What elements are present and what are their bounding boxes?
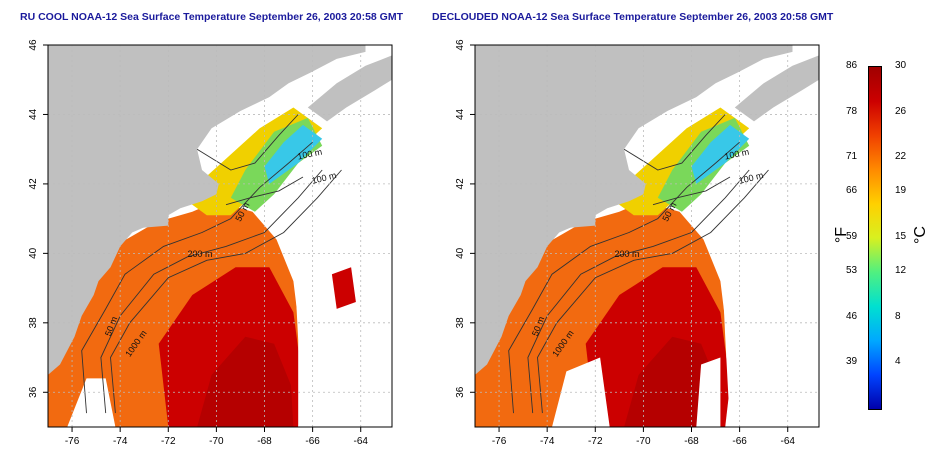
cloud-mask-east — [696, 357, 721, 427]
longitude-tick-label: -70 — [209, 436, 224, 447]
fahrenheit-tick-label: 71 — [846, 151, 858, 163]
left-panel-title: RU COOL NOAA-12 Sea Surface Temperature … — [20, 11, 404, 23]
depth-contour-line — [225, 176, 304, 206]
longitude-tick-label: -72 — [588, 436, 603, 447]
latitude-tick-label: 44 — [28, 108, 39, 120]
nova-scotia — [307, 55, 392, 122]
map-frame — [474, 44, 820, 428]
sst-cool-water — [691, 124, 750, 184]
latitude-tick-label: 38 — [28, 317, 39, 329]
colorbar-gradient — [868, 66, 882, 410]
latitude-tick-label: 42 — [455, 178, 466, 190]
longitude-tick-label: -68 — [684, 436, 699, 447]
right-panel-title: DECLOUDED NOAA-12 Sea Surface Temperatur… — [432, 11, 834, 23]
fahrenheit-tick-label: 86 — [846, 60, 858, 71]
latitude-tick-label: 44 — [455, 108, 466, 120]
fahrenheit-unit-label: °F — [833, 226, 851, 244]
sst-offshore-patch — [331, 267, 356, 309]
longitude-tick-label: -76 — [492, 436, 507, 447]
depth-contour-line — [623, 114, 726, 171]
longitude-tick-label: -64 — [354, 436, 369, 447]
long-island — [549, 215, 596, 230]
latitude-tick-label: 38 — [455, 317, 466, 329]
cloud-mask-offshore — [720, 218, 819, 427]
celsius-tick-label: 22 — [895, 151, 907, 163]
depth-contour-line — [110, 169, 342, 414]
sst-cool-water — [264, 124, 323, 184]
celsius-unit-label: °C — [911, 226, 929, 244]
celsius-tick-label: 4 — [895, 356, 901, 368]
fahrenheit-tick-label: 66 — [846, 185, 858, 197]
depth-contour-line — [196, 114, 299, 171]
depth-contour-line — [100, 169, 323, 414]
celsius-tick-label: 12 — [895, 265, 907, 277]
fahrenheit-tick-label: 78 — [846, 105, 858, 117]
long-island — [122, 215, 169, 230]
depth-contour-label: 200 m — [188, 249, 213, 259]
longitude-tick-label: -76 — [65, 436, 80, 447]
depth-contour-label: 200 m — [615, 249, 640, 259]
north-american-landmass — [48, 45, 366, 375]
longitude-tick-label: -74 — [113, 436, 128, 447]
celsius-tick-label: 26 — [895, 105, 907, 117]
latitude-tick-label: 46 — [28, 39, 39, 51]
depth-contour-line — [652, 176, 731, 206]
latitude-tick-label: 36 — [455, 386, 466, 398]
depth-contour-line — [527, 169, 750, 414]
celsius-tick-label: 30 — [895, 60, 907, 71]
longitude-tick-label: -66 — [305, 436, 320, 447]
latitude-tick-label: 46 — [455, 39, 466, 51]
latitude-tick-label: 40 — [28, 247, 39, 259]
depth-contour-line — [508, 141, 740, 414]
celsius-tick-label: 8 — [895, 310, 901, 322]
fahrenheit-tick-label: 39 — [846, 356, 858, 368]
latitude-tick-label: 36 — [28, 386, 39, 398]
longitude-tick-label: -74 — [540, 436, 555, 447]
longitude-tick-label: -70 — [636, 436, 651, 447]
latitude-tick-label: 42 — [28, 178, 39, 190]
celsius-tick-label: 19 — [895, 185, 907, 197]
sst-gulf-stream-core — [624, 336, 721, 427]
depth-contour-line — [81, 141, 313, 414]
longitude-tick-label: -68 — [257, 436, 272, 447]
north-american-landmass — [475, 45, 793, 375]
map-frame — [47, 44, 393, 428]
latitude-tick-label: 40 — [455, 247, 466, 259]
longitude-tick-label: -72 — [161, 436, 176, 447]
cloud-mask-offshore — [293, 232, 392, 427]
depth-contour-line — [537, 169, 769, 414]
longitude-tick-label: -66 — [732, 436, 747, 447]
sst-gulf-stream-core — [197, 336, 294, 427]
nova-scotia — [734, 55, 819, 122]
fahrenheit-tick-label: 46 — [846, 310, 858, 322]
longitude-tick-label: -64 — [781, 436, 796, 447]
fahrenheit-tick-label: 53 — [846, 265, 858, 277]
fahrenheit-tick-label: 59 — [846, 231, 858, 242]
celsius-tick-label: 15 — [895, 231, 907, 242]
